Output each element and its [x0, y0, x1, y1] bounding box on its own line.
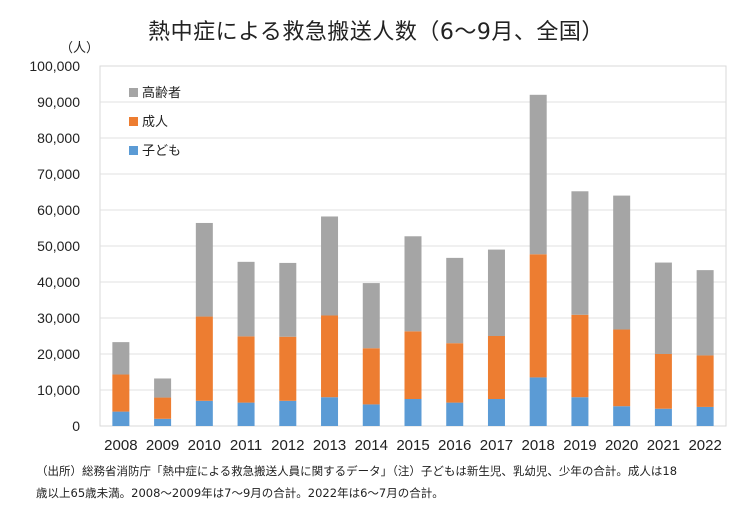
legend-label: 高齢者 [142, 85, 181, 101]
bar-segment [195, 222, 213, 317]
bar-segment [195, 316, 213, 401]
x-tick-label: 2011 [230, 437, 262, 454]
x-tick-label: 2015 [396, 437, 429, 454]
bar-segment [362, 283, 380, 349]
bar-segment [154, 378, 172, 398]
x-tick-label: 2012 [271, 437, 304, 454]
bar-segment [362, 348, 380, 405]
bar-segment [696, 270, 714, 356]
legend-swatch [129, 117, 138, 126]
bar-segment [696, 355, 714, 407]
x-tick-label: 2017 [480, 437, 513, 454]
bar-segment [571, 314, 589, 398]
x-tick-label: 2008 [104, 437, 137, 454]
bar-segment [487, 249, 505, 336]
bar-segment [404, 236, 422, 332]
bar-segment [654, 262, 672, 354]
legend-label: 子ども [142, 144, 181, 159]
bar-segment [487, 399, 505, 426]
bar-segment [154, 418, 172, 426]
y-tick-label: 60,000 [37, 202, 80, 218]
x-tick-label: 2020 [605, 437, 638, 454]
x-tick-label: 2018 [522, 437, 555, 454]
x-tick-label: 2019 [563, 437, 596, 454]
footnote: （出所）総務省消防庁「熱中症による救急搬送人員に関するデータ」（注）子どもは新生… [36, 460, 726, 504]
x-tick-label: 2021 [647, 437, 680, 454]
bar-segment [112, 374, 130, 412]
y-tick-label: 50,000 [37, 238, 80, 254]
bar-segment [404, 331, 422, 399]
bar-segment [654, 408, 672, 426]
y-tick-label: 40,000 [37, 274, 80, 290]
bar-segment [279, 336, 297, 401]
legend-swatch [129, 146, 138, 155]
footnote-line-2: 歳以上65歳未満。2008～2009年は7～9月の合計。2022年は6～7月の合… [36, 486, 444, 500]
y-axis-unit-label: （人） [60, 41, 99, 56]
bar-segment [446, 257, 464, 344]
x-axis-ticks: 2008 2009 2010 2011 2012 2013 2014 2015 2016 2017… [104, 437, 722, 454]
bar-segment [279, 262, 297, 337]
x-tick-label: 2014 [355, 437, 388, 454]
x-tick-label: 2013 [313, 437, 346, 454]
bar-segment [237, 402, 255, 426]
bar-segment [613, 406, 631, 426]
bar-segment [321, 397, 339, 426]
legend-swatch [129, 88, 138, 97]
x-tick-label: 2022 [688, 437, 721, 454]
x-tick-label: 2009 [146, 437, 179, 454]
y-axis-ticks: 0 10,000 20,000 30,000 40,000 50,000 60,000 70,… [29, 58, 80, 434]
x-tick-label: 2010 [188, 437, 221, 454]
bar-segment [237, 336, 255, 403]
bar-segment [529, 94, 547, 255]
footnote-line-1: （出所）総務省消防庁「熱中症による救急搬送人員に関するデータ」（注）子どもは新生… [36, 464, 678, 478]
y-tick-label: 0 [72, 418, 80, 434]
bar-segment [571, 397, 589, 426]
bar-segment [404, 399, 422, 426]
bar-segment [654, 354, 672, 409]
y-tick-label: 90,000 [37, 94, 80, 110]
bar-segment [321, 315, 339, 398]
bar-segment [529, 377, 547, 426]
y-tick-label: 80,000 [37, 130, 80, 146]
bar-segment [446, 402, 464, 426]
bar-segment [487, 336, 505, 399]
chart-title: 熱中症による救急搬送人数（6～9月、全国） [148, 20, 604, 45]
bar-segment [362, 404, 380, 426]
y-tick-label: 20,000 [37, 346, 80, 362]
legend-label: 成人 [142, 115, 168, 130]
bar-segment [696, 406, 714, 426]
y-tick-label: 30,000 [37, 310, 80, 326]
bar-segment [613, 329, 631, 407]
bar-segment [571, 191, 589, 315]
y-tick-label: 10,000 [37, 382, 80, 398]
bars [112, 94, 714, 426]
bar-segment [279, 400, 297, 426]
bar-segment [112, 411, 130, 426]
bar-segment [112, 342, 130, 375]
y-tick-label: 70,000 [37, 166, 80, 182]
x-tick-label: 2016 [438, 437, 471, 454]
bar-segment [154, 397, 172, 419]
bar-segment [321, 216, 339, 316]
bar-segment [613, 195, 631, 330]
bar-segment [446, 343, 464, 403]
bar-segment [195, 400, 213, 426]
bar-segment [237, 261, 255, 337]
y-tick-label: 100,000 [29, 58, 80, 74]
bar-segment [529, 254, 547, 378]
